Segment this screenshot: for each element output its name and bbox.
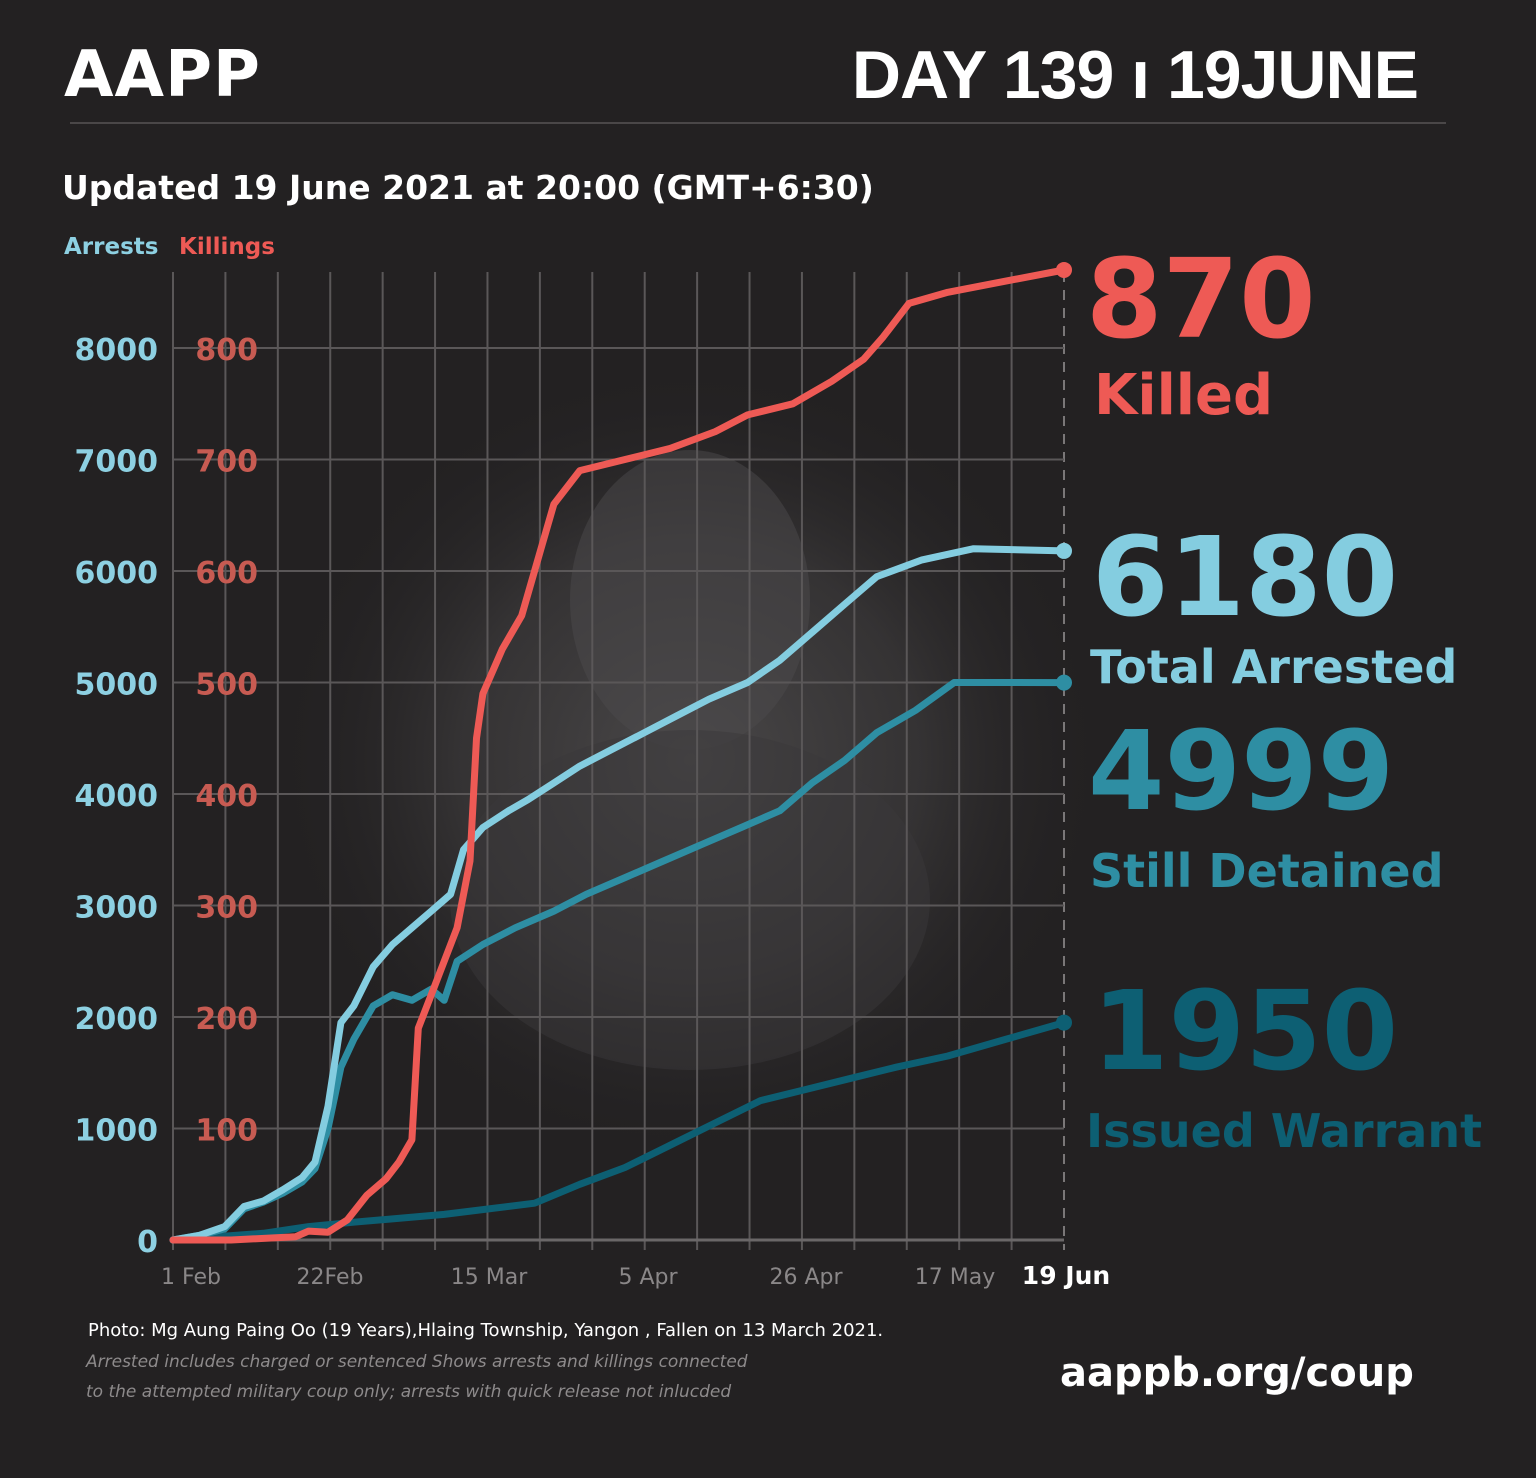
y-left-tick-label: 1000	[75, 1114, 159, 1149]
killed-label: Killed	[1094, 363, 1274, 428]
x-tick-label: 17 May	[915, 1265, 995, 1290]
y-right-tick-label: 400	[195, 779, 258, 814]
y-right-tick-label: 100	[195, 1114, 258, 1149]
y-left-tick-label: 4000	[75, 779, 159, 814]
header-divider	[70, 122, 1446, 124]
y-right-tick-label: 500	[195, 668, 258, 703]
footnote-line-1: Arrested includes charged or sentenced S…	[86, 1352, 748, 1372]
detained-count: 4999	[1088, 707, 1395, 835]
x-tick-label: 22Feb	[297, 1265, 364, 1290]
x-tick-label: 15 Mar	[451, 1265, 528, 1290]
y-left-tick-label: 7000	[75, 445, 159, 480]
y-left-tick-label: 2000	[75, 1002, 159, 1037]
y-left-tick-label: 3000	[75, 891, 159, 926]
series-endpoint-killed	[1056, 261, 1072, 278]
warrant-count: 1950	[1092, 967, 1399, 1095]
y-left-tick-label: 6000	[75, 556, 159, 591]
arrested-count: 6180	[1092, 513, 1399, 641]
detained-label: Still Detained	[1090, 844, 1444, 898]
y-left-tick-label: 0	[137, 1225, 158, 1260]
arrested-label: Total Arrested	[1090, 640, 1458, 694]
x-tick-label: 5 Apr	[618, 1265, 678, 1290]
series-endpoint-total-arrested	[1056, 542, 1072, 559]
x-tick-label: 19 Jun	[1022, 1261, 1110, 1290]
warrant-label: Issued Warrant	[1086, 1104, 1483, 1158]
y-left-tick-label: 8000	[75, 333, 159, 368]
series-endpoint-still-detained	[1056, 674, 1072, 691]
y-right-tick-label: 800	[195, 333, 258, 368]
footnote-line-2: to the attempted military coup only; arr…	[86, 1382, 732, 1402]
y-right-tick-label: 300	[195, 891, 258, 926]
website-link[interactable]: aappb.org/coup	[1060, 1350, 1414, 1396]
series-line-killed	[169, 266, 1068, 1244]
updated-timestamp: Updated 19 June 2021 at 20:00 (GMT+6:30)	[62, 168, 874, 207]
photo-caption: Photo: Mg Aung Paing Oo (19 Years),Hlain…	[88, 1320, 884, 1341]
portrait-photo-placeholder	[270, 360, 1110, 1160]
y-right-tick-label: 700	[195, 445, 258, 480]
y-right-tick-label: 600	[195, 556, 258, 591]
killings-axis-title: Killings	[179, 234, 275, 260]
killed-count: 870	[1086, 235, 1316, 363]
arrests-axis-title: Arrests	[64, 234, 159, 260]
x-tick-label: 26 Apr	[769, 1265, 843, 1290]
x-tick-label: 1 Feb	[161, 1265, 221, 1290]
brand-logo: AAPP	[64, 38, 261, 112]
series-endpoint-issued-warrant	[1056, 1014, 1072, 1031]
y-right-tick-label: 200	[195, 1002, 258, 1037]
y-left-tick-label: 5000	[75, 668, 159, 703]
day-counter: DAY 139 ı 19JUNE	[851, 37, 1419, 113]
